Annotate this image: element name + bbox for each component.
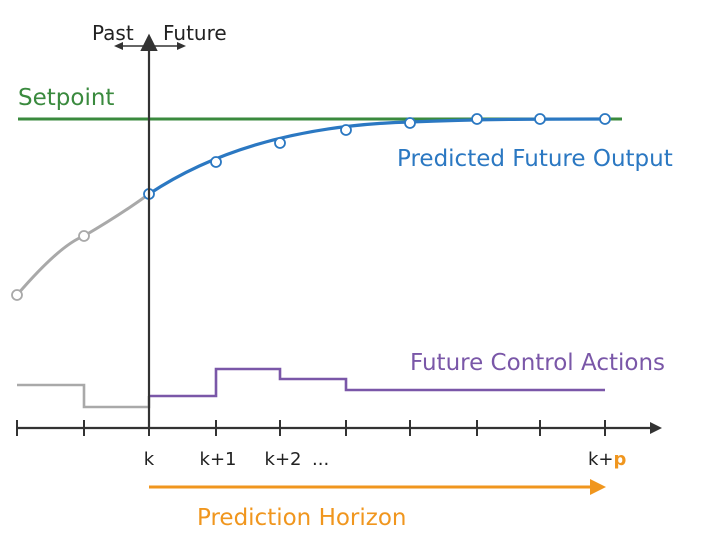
predicted-point: [534, 113, 546, 125]
predicted-point: [404, 117, 416, 129]
tick-label-k1: k+1: [200, 449, 237, 470]
tick-label-kp: k+p: [588, 449, 627, 470]
prediction-horizon-label: Prediction Horizon: [197, 505, 407, 531]
predicted-point: [210, 156, 222, 168]
tick-label-ellipsis: ...: [312, 449, 329, 470]
future-label: Future: [163, 21, 227, 45]
predicted-point: [340, 124, 352, 136]
prediction-horizon-arrow-head: [590, 479, 606, 495]
past-point: [11, 289, 23, 301]
tick-label-kp-suffix: p: [614, 449, 627, 470]
time-axis-arrow: [650, 422, 662, 434]
time-axis-ticks: [16, 420, 606, 436]
future-control-signal: [149, 367, 605, 398]
predicted-output-label: Predicted Future Output: [397, 146, 673, 172]
tick-label-kp-prefix: k+: [588, 449, 614, 470]
predicted-point: [274, 137, 286, 149]
past-control-signal: [17, 383, 151, 409]
predicted-point: [599, 113, 611, 125]
past-output-curve: [15, 192, 150, 296]
past-label: Past: [92, 21, 134, 45]
future-arrow-head: [177, 42, 186, 50]
control-actions-label: Future Control Actions: [410, 350, 665, 376]
setpoint-label: Setpoint: [18, 85, 114, 111]
past-arrow-head: [114, 42, 123, 50]
past-point: [78, 230, 90, 242]
tick-label-k: k: [144, 449, 155, 470]
predicted-point: [471, 113, 483, 125]
tick-label-k2: k+2: [265, 449, 302, 470]
